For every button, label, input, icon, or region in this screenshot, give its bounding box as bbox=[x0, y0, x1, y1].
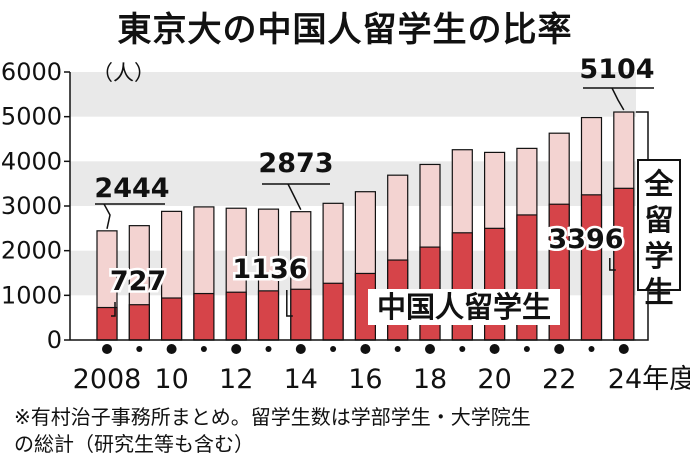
y-tick-label: 0 bbox=[47, 326, 62, 354]
footnote-line-1: ※有村治子事務所まとめ。留学生数は学部学生・大学院生 bbox=[14, 405, 531, 429]
x-tick-label: 22 bbox=[542, 364, 576, 395]
callout-pointer bbox=[609, 258, 616, 271]
y-tick-label: 5000 bbox=[1, 103, 62, 131]
x-tick-dot bbox=[231, 344, 242, 354]
x-tick-label: 16 bbox=[348, 364, 382, 395]
annotation-2008-chinese: 727 bbox=[110, 266, 166, 297]
y-tick-label: 1000 bbox=[1, 281, 62, 309]
x-tick-label: 2008 bbox=[73, 364, 142, 395]
legend-total-box bbox=[637, 159, 681, 291]
x-tick-label: 12 bbox=[219, 364, 253, 395]
annotation-2024-total: 5104 bbox=[579, 54, 654, 85]
y-axis: 0 1000 2000 3000 4000 5000 6000 bbox=[1, 58, 71, 354]
x-tick-dot bbox=[295, 344, 306, 354]
x-tick-dot bbox=[360, 344, 371, 354]
x-tick-dot bbox=[554, 344, 565, 354]
legend-total-char: 学 bbox=[644, 239, 673, 273]
callout-pointer bbox=[286, 290, 293, 317]
footnote: ※有村治子事務所まとめ。留学生数は学部学生・大学院生 の総計（研究生等も含む） bbox=[14, 404, 531, 458]
x-tick-dot-minor bbox=[588, 346, 595, 352]
annotation-2014-total: 2873 bbox=[258, 148, 333, 179]
legend-total-char: 生 bbox=[644, 275, 673, 309]
x-tick-dot-minor bbox=[265, 346, 272, 352]
x-axis: 2008 10 12 14 16 18 20 22 24年度 bbox=[70, 339, 690, 395]
x-tick-label: 20 bbox=[477, 364, 511, 395]
bar-chinese bbox=[193, 292, 215, 341]
legend-total-char: 留 bbox=[644, 203, 673, 237]
y-tick-label: 2000 bbox=[1, 237, 62, 265]
annotation-2024-chinese: 3396 bbox=[548, 224, 623, 255]
bar-chinese bbox=[613, 187, 635, 341]
bar-chinese bbox=[257, 290, 280, 341]
bar-chinese bbox=[96, 306, 118, 341]
x-tick-dot-minor bbox=[136, 346, 143, 352]
callout-pointer bbox=[111, 302, 116, 317]
y-tick-label: 6000 bbox=[1, 58, 62, 86]
y-tick-label: 4000 bbox=[1, 147, 62, 175]
x-tick-label: 18 bbox=[413, 364, 447, 395]
bar-chinese bbox=[128, 304, 150, 341]
y-unit-label: （人） bbox=[92, 61, 155, 85]
callout-pointer bbox=[287, 183, 302, 211]
bar-chinese bbox=[225, 291, 247, 341]
annotation-2014-chinese: 1136 bbox=[232, 254, 307, 285]
legend-chinese-label: 中国人留学生 bbox=[377, 290, 551, 324]
x-tick-label: 10 bbox=[154, 364, 188, 395]
x-tick-label: 24年度 bbox=[608, 364, 690, 395]
legend-chinese-box bbox=[368, 289, 560, 325]
bar-chinese bbox=[580, 194, 603, 341]
x-tick-dot bbox=[102, 344, 112, 354]
y-tick-label: 3000 bbox=[1, 192, 62, 220]
footnote-line-2: の総計（研究生等も含む） bbox=[14, 432, 254, 456]
callout-pointer bbox=[103, 203, 111, 229]
x-tick-dot-minor bbox=[330, 346, 337, 352]
grid-band bbox=[70, 161, 636, 206]
x-tick-dot-minor bbox=[459, 346, 466, 352]
x-tick-dot-minor bbox=[394, 346, 401, 352]
bar-chinese bbox=[161, 297, 183, 341]
x-tick-dot bbox=[618, 344, 629, 354]
legend-total-char: 全 bbox=[643, 167, 674, 201]
chart-title: 東京大の中国人留学生の比率 bbox=[117, 10, 573, 50]
x-tick-dot bbox=[425, 344, 435, 354]
x-tick-dot bbox=[489, 344, 500, 354]
bar-chinese bbox=[322, 282, 344, 341]
x-tick-dot bbox=[166, 344, 177, 354]
annotation-2008-total: 2444 bbox=[94, 173, 169, 204]
callout-pointer bbox=[611, 87, 625, 111]
bar-chinese bbox=[290, 288, 312, 341]
grid-band bbox=[70, 72, 636, 117]
x-tick-label: 14 bbox=[284, 364, 318, 395]
x-tick-dot-minor bbox=[523, 346, 530, 352]
x-tick-dot-minor bbox=[200, 346, 207, 352]
